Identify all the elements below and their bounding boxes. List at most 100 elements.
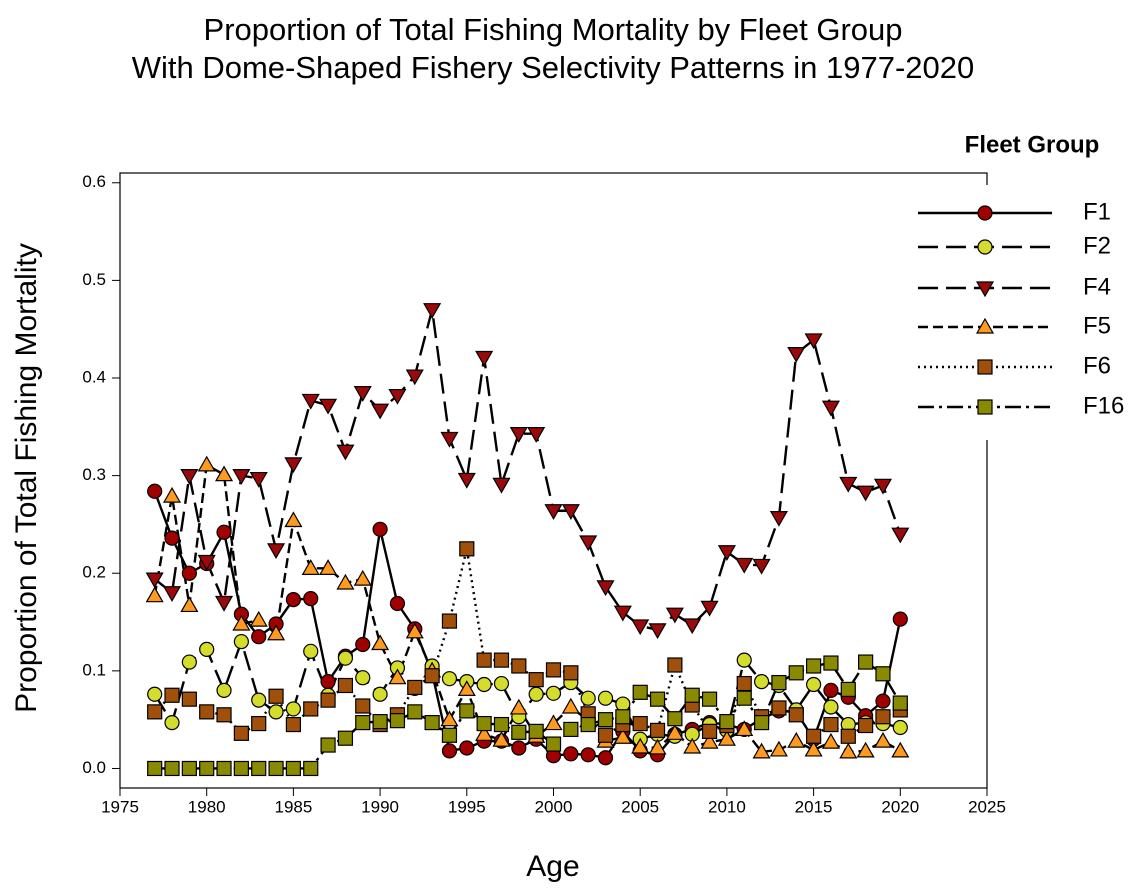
- marker: [199, 641, 215, 657]
- marker: [528, 672, 544, 688]
- marker: [424, 668, 440, 684]
- marker: [407, 679, 423, 696]
- marker: [320, 737, 336, 753]
- marker: [823, 716, 839, 733]
- marker: [875, 709, 891, 725]
- marker: [285, 760, 301, 777]
- marker: [457, 472, 476, 489]
- marker: [215, 595, 234, 612]
- legend-marker: [977, 399, 993, 415]
- marker: [596, 580, 615, 597]
- marker: [701, 723, 718, 739]
- series-line: [153, 548, 901, 738]
- legend-label: F4: [1083, 273, 1111, 300]
- legend-label: F2: [1083, 232, 1111, 259]
- marker: [752, 742, 771, 759]
- marker: [162, 486, 182, 503]
- marker: [667, 657, 683, 673]
- marker: [476, 652, 492, 668]
- marker: [511, 658, 527, 674]
- marker: [407, 704, 423, 720]
- marker: [145, 572, 164, 589]
- marker: [683, 618, 702, 635]
- x-tick-label: 1975: [101, 797, 139, 816]
- marker: [285, 591, 301, 608]
- marker: [267, 543, 286, 560]
- marker: [424, 714, 440, 731]
- marker: [268, 704, 284, 720]
- marker: [545, 685, 562, 701]
- marker: [649, 691, 666, 707]
- marker: [303, 643, 319, 659]
- marker: [527, 427, 546, 443]
- marker: [787, 346, 806, 363]
- marker: [597, 690, 614, 706]
- marker: [684, 687, 700, 703]
- marker: [353, 386, 372, 402]
- marker: [147, 704, 163, 720]
- marker: [355, 636, 371, 653]
- marker: [371, 403, 390, 420]
- marker: [892, 611, 908, 627]
- x-tick-label: 2005: [621, 797, 659, 816]
- marker: [215, 465, 234, 482]
- marker: [753, 714, 770, 731]
- marker: [613, 728, 632, 744]
- marker: [769, 510, 788, 527]
- marker: [701, 691, 718, 707]
- x-tick-label: 1980: [188, 797, 226, 816]
- marker: [251, 692, 267, 708]
- marker: [613, 605, 632, 622]
- legend-marker: [977, 239, 993, 255]
- marker: [804, 333, 823, 350]
- marker: [823, 682, 839, 698]
- marker: [199, 760, 215, 777]
- legend-marker: [975, 317, 995, 334]
- marker: [683, 737, 702, 754]
- marker: [875, 666, 891, 682]
- marker: [736, 675, 752, 692]
- marker: [821, 400, 840, 417]
- marker: [891, 527, 910, 544]
- marker: [665, 724, 684, 740]
- x-axis-label: Age: [526, 850, 579, 883]
- marker: [856, 485, 875, 502]
- marker: [561, 504, 580, 520]
- marker: [233, 633, 249, 650]
- marker: [251, 629, 267, 645]
- marker: [561, 697, 580, 714]
- marker: [509, 427, 528, 443]
- legend-label: F1: [1083, 198, 1111, 225]
- marker: [147, 686, 163, 702]
- marker: [493, 652, 510, 668]
- marker: [147, 483, 163, 499]
- marker: [891, 741, 910, 758]
- marker: [371, 634, 390, 651]
- marker: [804, 740, 823, 757]
- marker: [632, 715, 648, 732]
- x-tick-label: 2020: [881, 797, 919, 816]
- marker: [233, 760, 249, 777]
- marker: [459, 703, 475, 719]
- marker: [459, 740, 475, 756]
- marker: [788, 707, 804, 723]
- marker: [441, 613, 458, 629]
- marker: [336, 444, 355, 461]
- x-tick-label: 2010: [708, 797, 746, 816]
- marker: [788, 665, 804, 681]
- marker: [303, 591, 319, 607]
- marker: [858, 717, 874, 734]
- marker: [475, 725, 494, 741]
- marker: [441, 727, 458, 743]
- marker: [840, 681, 856, 698]
- marker: [771, 700, 787, 716]
- marker: [336, 573, 355, 590]
- marker: [563, 746, 579, 762]
- marker: [181, 654, 197, 670]
- marker: [544, 714, 563, 731]
- legend-label: F16: [1083, 392, 1124, 419]
- marker: [476, 715, 492, 732]
- x-tick-label: 2025: [968, 797, 1006, 816]
- marker: [648, 623, 667, 640]
